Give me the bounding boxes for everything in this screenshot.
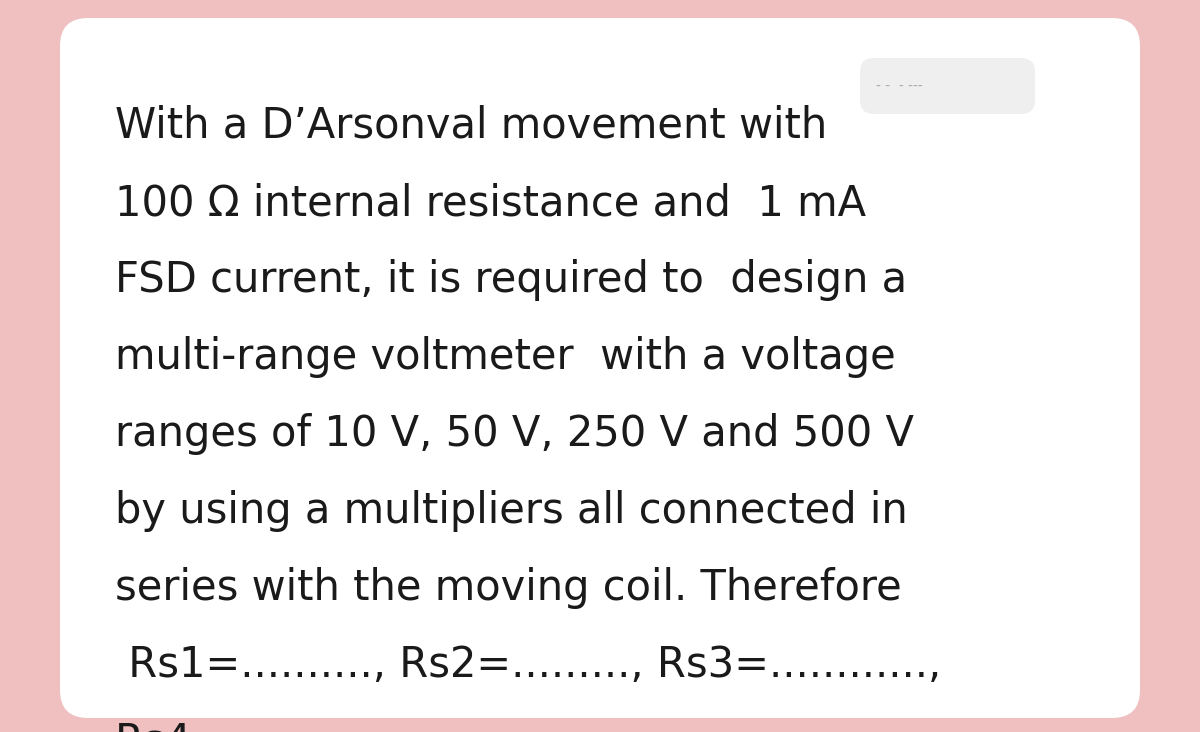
Text: - -  - ---: - - - --- xyxy=(876,79,923,93)
Text: series with the moving coil. Therefore: series with the moving coil. Therefore xyxy=(115,567,901,609)
Text: Rs4=............: Rs4=............ xyxy=(115,721,386,732)
Text: With a D’Arsonval movement with: With a D’Arsonval movement with xyxy=(115,105,827,147)
Text: by using a multipliers all connected in: by using a multipliers all connected in xyxy=(115,490,907,532)
Text: 100 Ω internal resistance and  1 mA: 100 Ω internal resistance and 1 mA xyxy=(115,182,866,224)
Text: FSD current, it is required to  design a: FSD current, it is required to design a xyxy=(115,259,907,301)
Text: Rs1=.........., Rs2=........., Rs3=............,: Rs1=.........., Rs2=........., Rs3=.....… xyxy=(115,644,941,686)
Text: multi-range voltmeter  with a voltage: multi-range voltmeter with a voltage xyxy=(115,336,895,378)
FancyBboxPatch shape xyxy=(60,18,1140,718)
FancyBboxPatch shape xyxy=(860,58,1034,114)
Text: ranges of 10 V, 50 V, 250 V and 500 V: ranges of 10 V, 50 V, 250 V and 500 V xyxy=(115,413,914,455)
